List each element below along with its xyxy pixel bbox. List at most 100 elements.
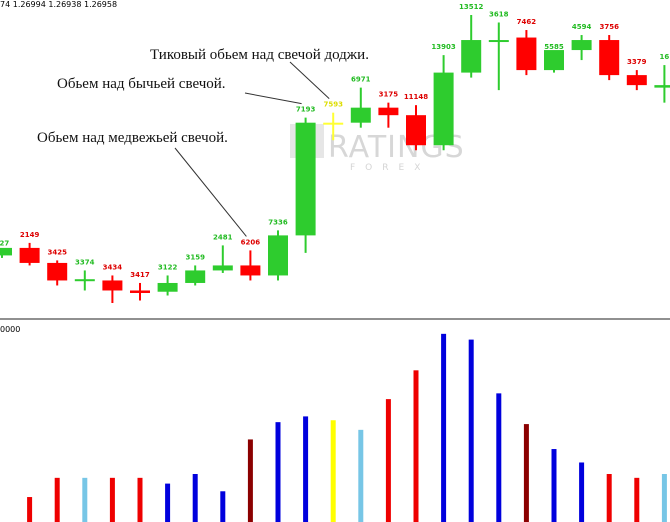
candle-body [157, 282, 178, 292]
candle-body [212, 265, 233, 271]
volume-bar [330, 420, 336, 522]
volume-bar [220, 491, 226, 522]
volume-axis-label: 0000 [0, 325, 20, 334]
volume-bar [165, 483, 171, 522]
candle-volume-label: 2149 [20, 231, 40, 239]
candle [19, 242, 40, 266]
candle [157, 275, 178, 296]
candle [571, 35, 592, 61]
candle-body [350, 107, 371, 123]
candle-volume-label: 3756 [599, 23, 619, 31]
volume-bar [54, 477, 60, 522]
candle [102, 275, 123, 303]
candle-volume-label: 3425 [47, 248, 67, 256]
volume-bar [247, 439, 253, 522]
candle-volume-label: 6971 [351, 76, 371, 84]
candle [0, 247, 12, 258]
candle [74, 270, 95, 291]
candle [268, 230, 288, 281]
annotation-arrow [289, 61, 330, 100]
candle-volume-label: 3374 [75, 258, 95, 266]
candle-volume-label: 6206 [241, 238, 261, 246]
annotation-bull-volume: Обьем над бычьей свечой. [57, 76, 226, 92]
candle-volume-label: 227 [0, 240, 9, 248]
annotation-arrows [174, 61, 330, 237]
candle-body [323, 122, 344, 125]
volume-bar [606, 474, 612, 522]
candle [295, 117, 316, 253]
candle [544, 50, 564, 73]
candle-volume-label: 3618 [489, 11, 509, 19]
candle-volume-label: 13512 [459, 3, 483, 11]
candle-volume-label: 13903 [431, 43, 455, 51]
candle-volume-label: 3175 [379, 91, 399, 99]
candle-volume-label: 11148 [404, 93, 428, 101]
candle-body [599, 40, 620, 76]
candle-volume-label: 16 [660, 53, 670, 61]
candle-body [0, 247, 12, 256]
candle [433, 55, 454, 151]
candle-volume-label: 7336 [268, 218, 288, 226]
volume-bar [579, 462, 585, 522]
volume-bar [303, 416, 309, 522]
candle-body [544, 50, 564, 71]
candle [47, 260, 68, 286]
candle [185, 265, 206, 286]
annotation-doji-volume: Тиковый обьем над свечой доджи. [150, 47, 369, 63]
candle [378, 102, 399, 128]
candle [212, 245, 233, 273]
candle-body [295, 122, 316, 236]
candles-layer [0, 15, 670, 303]
annotation-bear-volume: Обьем над медвежьей свечой. [37, 130, 228, 146]
volume-bar [385, 399, 391, 522]
volume-bar [358, 429, 364, 522]
candle-volume-label: 4594 [572, 23, 592, 31]
candle [654, 65, 670, 103]
candle [130, 282, 150, 301]
candle-body [433, 72, 454, 146]
volume-bar [523, 424, 529, 522]
candle-body [461, 40, 482, 73]
annotation-arrow [244, 92, 302, 105]
candle [516, 30, 537, 76]
ohlc-header-text: 74 1.26994 1.26938 1.26958 [0, 0, 117, 9]
volume-bar [661, 474, 667, 522]
candle-volume-label: 3379 [627, 58, 647, 66]
volume-bars-layer [27, 333, 667, 522]
candle-volume-label: 2481 [213, 233, 233, 241]
candle-body [130, 290, 150, 293]
candle-body [626, 75, 647, 86]
candle-body [47, 262, 68, 281]
annotation-arrow [174, 147, 247, 237]
candle-volume-label: 7462 [517, 18, 537, 26]
candle-body [406, 115, 426, 146]
candle-body [571, 40, 592, 51]
volume-bar [192, 474, 198, 522]
volume-bar [275, 422, 281, 522]
candle-volume-label: 3434 [103, 263, 123, 271]
candle-body [268, 235, 288, 276]
candle-body [378, 107, 399, 116]
volume-bar [413, 370, 419, 522]
volume-bar [496, 393, 502, 522]
candle-volume-label: 5585 [544, 43, 564, 51]
volume-bar [27, 497, 33, 522]
volume-bar [551, 449, 557, 522]
volume-bar [468, 339, 474, 522]
candle-body [240, 265, 261, 276]
candle-body [102, 280, 123, 291]
candle [240, 250, 261, 281]
candle [626, 70, 647, 91]
candle-body [19, 247, 40, 263]
candle-volume-label: 3159 [185, 253, 205, 261]
volume-bar [634, 477, 640, 522]
candle [406, 105, 426, 151]
volume-bar [441, 333, 447, 522]
candle-body [74, 279, 95, 282]
candle [461, 15, 482, 78]
volume-labels-layer: 227 2149 3425 3374 3434 3417 3122 3159 2481 6206 7… [0, 3, 669, 279]
volume-bar [109, 477, 115, 522]
volume-bar [137, 477, 143, 522]
candle [350, 87, 371, 128]
